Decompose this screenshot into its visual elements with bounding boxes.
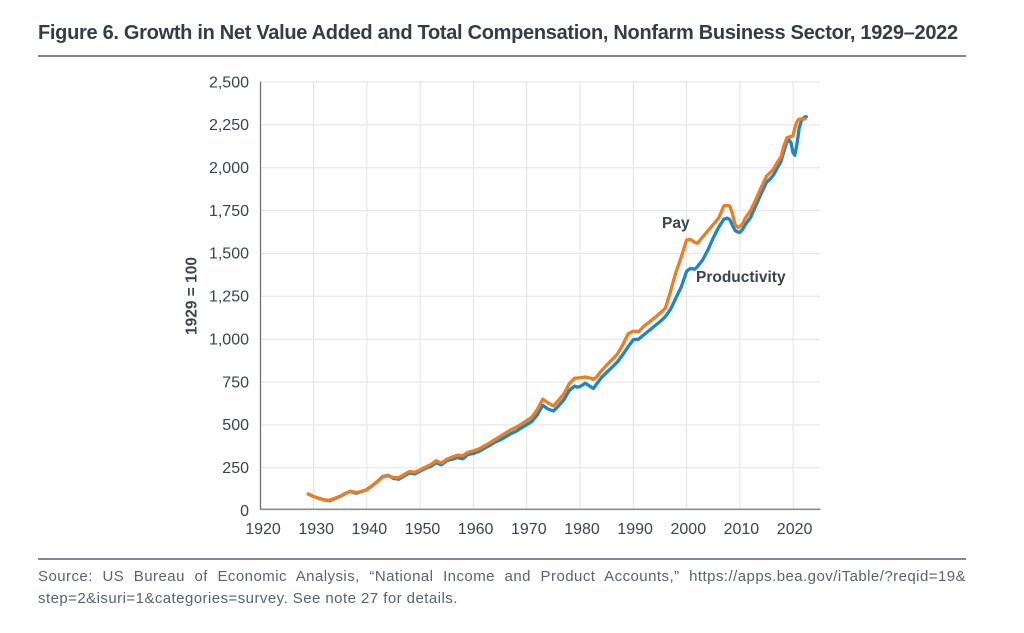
svg-text:1,000: 1,000 bbox=[209, 332, 249, 349]
svg-text:1980: 1980 bbox=[564, 521, 600, 538]
svg-text:750: 750 bbox=[222, 374, 249, 391]
svg-text:1950: 1950 bbox=[405, 521, 441, 538]
svg-text:1,750: 1,750 bbox=[209, 203, 249, 220]
svg-text:1,500: 1,500 bbox=[209, 246, 249, 263]
svg-text:2000: 2000 bbox=[671, 521, 707, 538]
svg-text:1990: 1990 bbox=[617, 521, 653, 538]
svg-text:Pay: Pay bbox=[662, 215, 690, 232]
svg-text:2020: 2020 bbox=[777, 521, 813, 538]
svg-text:2,250: 2,250 bbox=[209, 117, 249, 134]
svg-text:1,250: 1,250 bbox=[209, 289, 249, 306]
svg-text:1970: 1970 bbox=[511, 521, 547, 538]
svg-text:2,000: 2,000 bbox=[209, 160, 249, 177]
svg-text:1920: 1920 bbox=[245, 521, 281, 538]
svg-text:1930: 1930 bbox=[298, 521, 334, 538]
svg-text:0: 0 bbox=[240, 503, 249, 520]
svg-text:500: 500 bbox=[222, 417, 249, 434]
svg-text:2,500: 2,500 bbox=[209, 74, 249, 91]
svg-text:1960: 1960 bbox=[458, 521, 494, 538]
svg-text:1940: 1940 bbox=[352, 521, 388, 538]
svg-text:250: 250 bbox=[222, 460, 249, 477]
svg-text:1929 = 100: 1929 = 100 bbox=[184, 257, 201, 335]
svg-text:2010: 2010 bbox=[724, 521, 760, 538]
svg-text:Productivity: Productivity bbox=[696, 269, 786, 286]
